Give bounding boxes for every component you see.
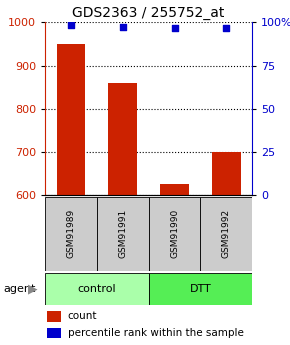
Text: percentile rank within the sample: percentile rank within the sample	[68, 328, 244, 338]
Bar	[97, 197, 148, 271]
Bar	[45, 197, 97, 271]
Text: ▶: ▶	[28, 283, 37, 295]
Title: GDS2363 / 255752_at: GDS2363 / 255752_at	[72, 6, 225, 20]
Text: GSM91992: GSM91992	[222, 209, 231, 258]
Text: DTT: DTT	[190, 284, 211, 294]
Bar	[160, 184, 189, 195]
Bar	[45, 273, 148, 305]
Bar	[212, 152, 241, 195]
Text: GSM91991: GSM91991	[118, 209, 127, 258]
Point	[224, 25, 229, 30]
Point	[120, 24, 125, 29]
Text: agent: agent	[3, 284, 35, 294]
Bar	[108, 83, 137, 195]
Bar	[57, 44, 85, 195]
Point	[172, 25, 177, 30]
Text: GSM91990: GSM91990	[170, 209, 179, 258]
Text: GSM91989: GSM91989	[66, 209, 75, 258]
Text: control: control	[77, 284, 116, 294]
Bar	[148, 273, 252, 305]
Bar	[148, 197, 200, 271]
Point	[68, 22, 73, 28]
Bar	[200, 197, 252, 271]
Text: count: count	[68, 312, 97, 321]
Bar	[47, 311, 61, 322]
Bar	[47, 328, 61, 338]
